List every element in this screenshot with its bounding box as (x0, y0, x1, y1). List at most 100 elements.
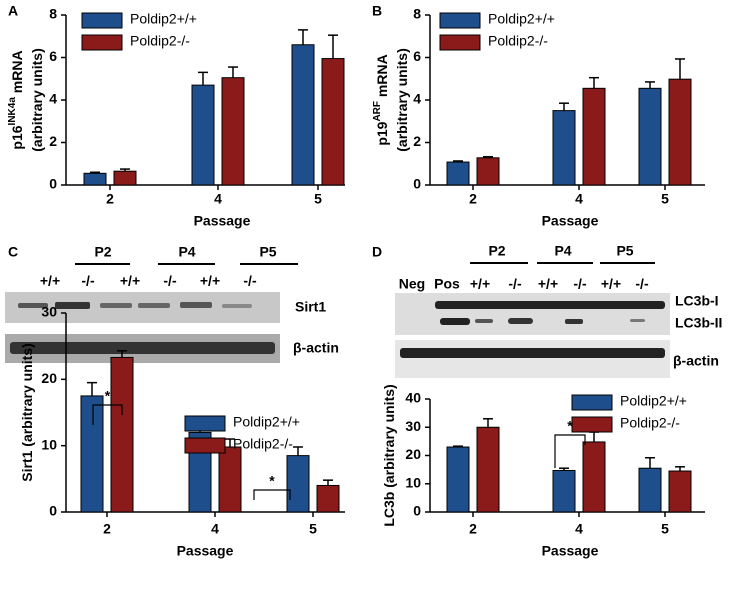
y-tick-label: 0 (49, 503, 57, 519)
legend-label: Poldip2+/+ (620, 393, 687, 409)
y-axis-label: (arbitrary units) (394, 48, 410, 151)
legend-swatch (439, 34, 481, 51)
y-tick-label: 40 (405, 390, 421, 406)
x-tick-label: 2 (103, 521, 111, 537)
annotation: * (269, 473, 275, 489)
legend-label: Poldip2-/- (233, 436, 293, 452)
legend-label: Poldip2-/- (130, 33, 190, 49)
x-tick-label: 2 (469, 521, 477, 537)
panel-label: C (8, 244, 18, 260)
group-label: P5 (616, 243, 633, 259)
panel-label: D (372, 244, 382, 260)
annotation: * (105, 388, 111, 404)
legend-swatch (571, 416, 613, 433)
group-label: P2 (94, 244, 111, 260)
x-tick-label: 4 (575, 191, 583, 207)
bracket (253, 489, 291, 500)
lane-label: +/+ (200, 273, 220, 289)
blot-c (5, 292, 280, 363)
band-label: β-actin (293, 340, 339, 356)
bar (110, 356, 134, 513)
lane-label: -/- (81, 273, 95, 289)
y-tick-label: 6 (49, 48, 57, 64)
x-tick-label: 5 (314, 191, 322, 207)
x-tick-label: 4 (211, 521, 219, 537)
bar (552, 110, 576, 186)
y-axis-label-part: p19 (374, 121, 390, 145)
y-tick-label: 30 (405, 418, 421, 434)
group-label: P4 (178, 244, 195, 260)
lane-label: -/- (635, 276, 649, 292)
bar (291, 44, 315, 186)
bar (191, 84, 215, 186)
group-label: P5 (259, 244, 276, 260)
bar (446, 161, 470, 186)
lane-label: Neg (399, 276, 425, 292)
lane-label: +/+ (538, 276, 558, 292)
x-tick-label: 5 (661, 191, 669, 207)
bar (638, 87, 662, 186)
bracket (554, 434, 586, 468)
y-axis-label-part: ARF (372, 101, 383, 122)
y-tick-label: 4 (49, 91, 57, 107)
legend-label: Poldip2+/+ (130, 11, 197, 27)
panel-label: A (8, 3, 18, 19)
bar (286, 455, 310, 513)
y-axis-label-part: INK4a (7, 97, 18, 126)
panel-label: B (372, 3, 382, 19)
y-axis-label: p19ARF mRNA (372, 54, 390, 145)
lane-label: -/- (573, 276, 587, 292)
x-tick-label: 2 (106, 191, 114, 207)
bar (321, 58, 345, 186)
legend-label: Poldip2+/+ (488, 11, 555, 27)
x-axis-label: Passage (542, 543, 599, 559)
x-tick-label: 4 (214, 191, 222, 207)
band-label: β-actin (673, 353, 719, 369)
bracket (92, 404, 123, 425)
y-axis-label-part: (arbitrary units) (394, 48, 410, 151)
y-tick-label: 2 (413, 133, 421, 149)
legend-label: Poldip2+/+ (233, 414, 300, 430)
lane-label: Pos (434, 276, 460, 292)
x-tick-label: 5 (661, 521, 669, 537)
lane-label: +/+ (470, 276, 490, 292)
lane-label: +/+ (40, 273, 60, 289)
y-tick-label: 10 (405, 474, 421, 490)
y-axis-label: p16INK4a mRNA (7, 50, 25, 149)
y-axis-label: LC3b (arbitrary units) (381, 384, 397, 526)
bar (113, 170, 137, 186)
y-axis-label-part: LC3b (arbitrary units) (381, 384, 397, 526)
y-axis-label: (arbitrary units) (29, 48, 45, 151)
bar (80, 395, 104, 513)
bar (668, 78, 692, 186)
lane-label: +/+ (120, 273, 140, 289)
y-tick-label: 8 (413, 6, 421, 22)
y-tick-label: 8 (49, 6, 57, 22)
group-label: P4 (554, 243, 571, 259)
x-axis-label: Passage (542, 213, 599, 229)
y-tick-label: 10 (41, 436, 57, 452)
legend-swatch (81, 34, 123, 51)
y-tick-label: 4 (413, 91, 421, 107)
y-tick-label: 0 (49, 176, 57, 192)
bar (552, 469, 576, 513)
y-tick-label: 20 (405, 446, 421, 462)
x-tick-label: 5 (309, 521, 317, 537)
bar (218, 446, 242, 513)
y-axis-label-part: p16 (9, 125, 25, 149)
y-axis-label: Sirt1 (arbitrary units) (19, 343, 35, 481)
y-tick-label: 0 (413, 503, 421, 519)
y-axis-label-part: mRNA (374, 54, 390, 101)
legend-swatch (81, 12, 123, 29)
lane-label: +/+ (601, 276, 621, 292)
bar (638, 467, 662, 513)
x-axis-label: Passage (194, 213, 251, 229)
x-tick-label: 4 (575, 521, 583, 537)
y-tick-label: 6 (413, 48, 421, 64)
band-label: LC3b-II (675, 315, 722, 331)
lane-label: -/- (243, 273, 257, 289)
blot-d (395, 293, 670, 378)
legend-swatch (571, 394, 613, 411)
x-axis-label: Passage (177, 543, 234, 559)
